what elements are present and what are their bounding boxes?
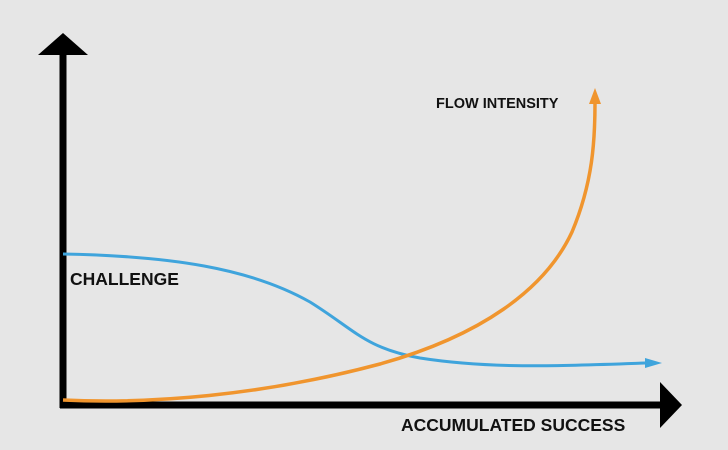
x-axis-label: ACCUMULATED SUCCESS bbox=[401, 415, 625, 435]
challenge-curve bbox=[62, 252, 646, 368]
flow-intensity-arrowhead bbox=[589, 88, 601, 104]
x-axis-arrowhead bbox=[660, 382, 682, 428]
y-axis-arrowhead bbox=[38, 33, 88, 55]
challenge-arrowhead bbox=[645, 358, 662, 368]
axes bbox=[38, 33, 682, 428]
challenge-label: CHALLENGE bbox=[70, 269, 179, 289]
series-challenge bbox=[62, 252, 662, 368]
flow-intensity-curve bbox=[62, 101, 597, 403]
series-flow-intensity bbox=[62, 88, 601, 403]
flow-intensity-label: FLOW INTENSITY bbox=[436, 96, 559, 112]
